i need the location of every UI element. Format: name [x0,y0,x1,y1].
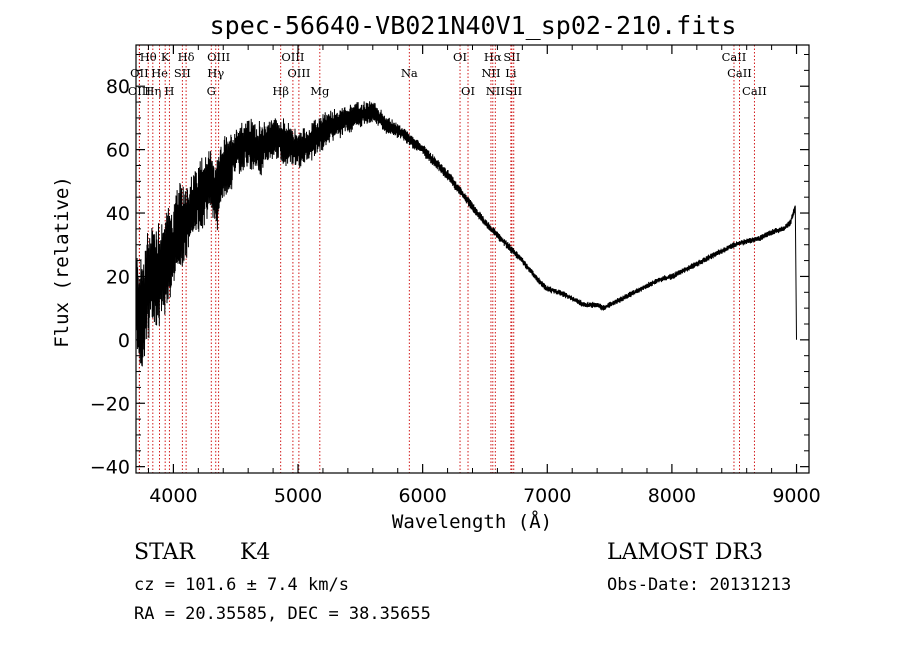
spectrum-line [135,101,797,367]
x-axis-label: Wavelength (Å) [392,510,552,533]
survey-name: LAMOST DR3 [607,540,763,565]
x-tick-label: 5000 [274,485,322,507]
spectral-line-label: Hδ [178,50,195,64]
y-axis-label: Flux (relative) [51,176,73,348]
y-tick-label: 60 [106,140,130,162]
spectral-line-label: Hη [144,84,161,98]
spectral-line-label: CaII [742,84,767,98]
spectral-line-label: NII [481,66,500,80]
chart-title: spec-56640-VB021N40V1_sp02-210.fits [210,11,737,40]
spectrum-series [135,101,797,367]
spectral-line-label: SII [503,50,520,64]
spectral-line-label: NII [486,84,505,98]
spectral-line-label: Hγ [207,66,224,80]
y-tick-label: 40 [106,203,130,225]
y-tick-label: 0 [118,330,130,352]
x-tick-label: 9000 [772,485,820,507]
object-subclass: K4 [240,540,271,565]
spectral-line-label: Li [505,66,517,80]
coordinates: RA = 20.35585, DEC = 38.35655 [134,604,431,624]
spectral-line-label: OI [453,50,467,64]
x-tick-label: 8000 [648,485,696,507]
spectral-line-label: SII [174,66,191,80]
y-tick-label: 20 [106,266,130,288]
y-tick-label: −20 [90,393,130,415]
spectral-line-label: Hα [484,50,502,64]
spectral-line-label: OIII [128,84,151,98]
axis-ticks: 4000 5000 6000 7000 8000 9000 −40 −20 0 20 40 60 80 [90,45,821,507]
y-tick-label: 80 [106,76,130,98]
spectral-line-label: Hθ [140,50,157,64]
x-tick-label: 6000 [398,485,446,507]
spectral-line-label: K [161,50,170,64]
obs-date: Obs-Date: 20131213 [607,575,792,595]
x-tick-label: 7000 [523,485,571,507]
x-tick-label: 4000 [149,485,197,507]
spectral-line-label: G [207,84,216,98]
spectral-line-label: Hβ [272,84,289,98]
spectral-line-label: OIII [281,50,304,64]
spectral-line-label: H [164,84,174,98]
spectral-line-label: SII [505,84,522,98]
spectral-line-label: Mg [310,84,330,98]
redshift-readout: cz = 101.6 ± 7.4 km/s [134,575,349,595]
y-tick-label: −40 [90,457,130,479]
object-class: STAR [134,540,195,565]
spectral-line-label: He [151,66,168,80]
spectral-line-label: OI [461,84,475,98]
spectral-line-label: OIII [287,66,310,80]
spectral-line-label: CaII [722,50,747,64]
spectral-line-label: Na [401,66,418,80]
spectral-line-label: OIII [207,50,230,64]
spectral-line-label: CaII [727,66,752,80]
